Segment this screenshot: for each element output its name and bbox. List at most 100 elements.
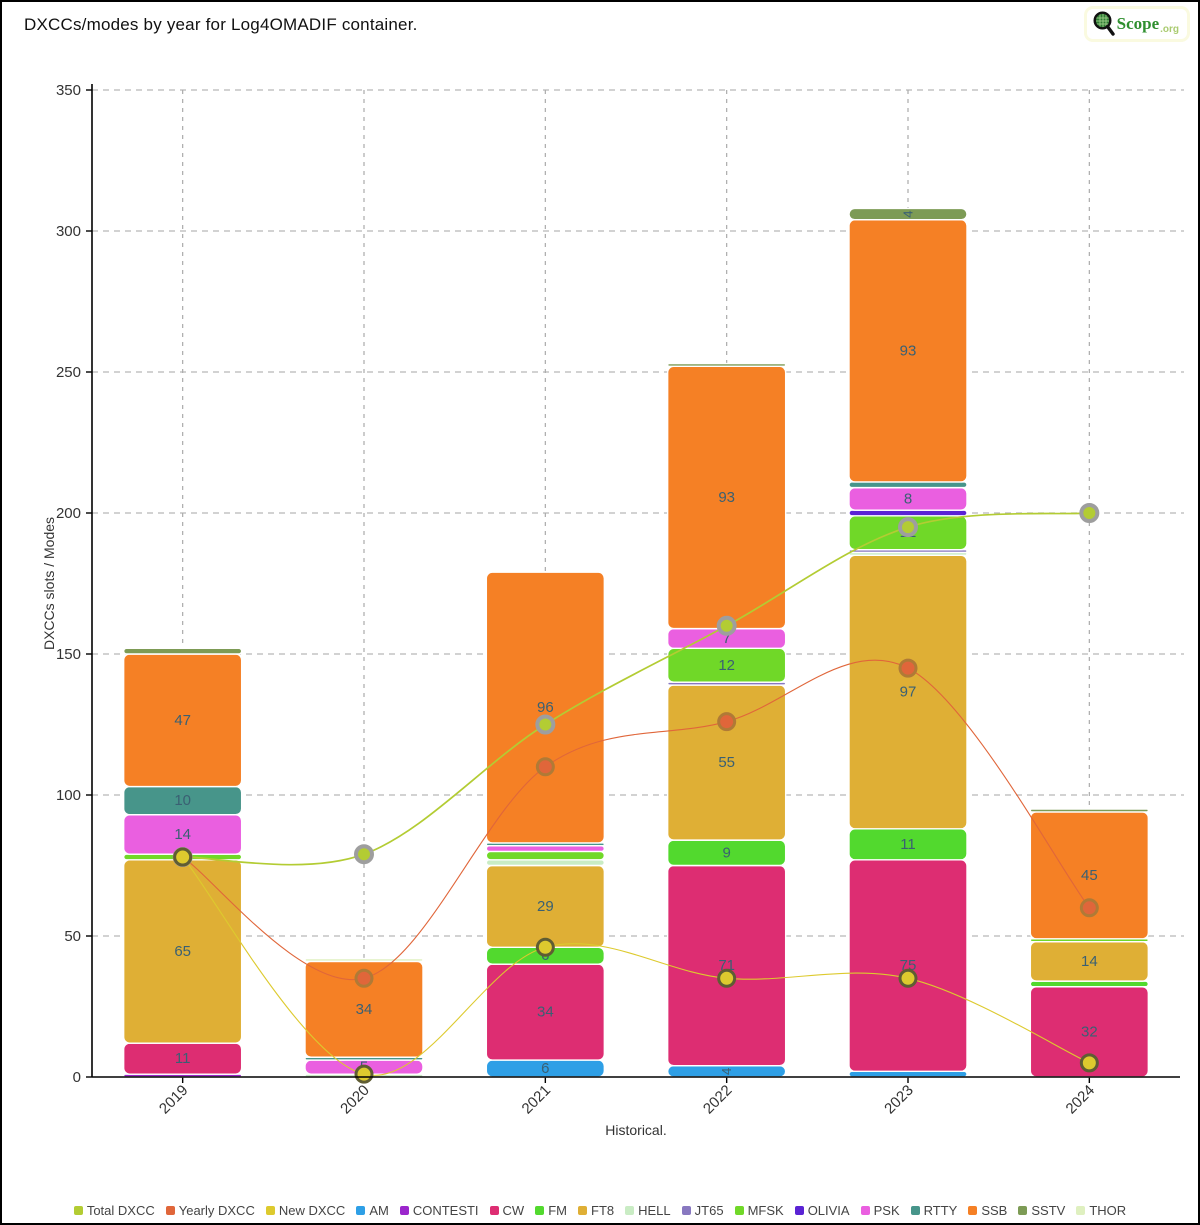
bar-segment-mfsk (485, 850, 606, 861)
bar-segment-thor (304, 957, 424, 963)
legend-label: SSTV (1031, 1203, 1066, 1218)
segment-value-label: 8 (904, 490, 912, 507)
bar-segment-rtty (848, 481, 968, 489)
legend-label: PSK (873, 1203, 900, 1218)
bars: 1165141047534634629964719551279375119712… (122, 207, 1150, 1078)
legend-label: AM (369, 1203, 389, 1218)
y-grid: 0 50 100 150 200 250 300 350 (56, 82, 1184, 1086)
marker-yearly-dxcc (898, 658, 918, 678)
marker-new-dxcc (1079, 1053, 1099, 1073)
segment-value-label: 10 (174, 792, 191, 809)
line-total-dxcc (182, 512, 1090, 866)
legend-swatch (794, 1206, 804, 1215)
segment-value-label: 9 (722, 844, 730, 861)
legend-swatch (165, 1206, 175, 1215)
marker-total-dxcc (716, 615, 737, 636)
x-tick-label: 2019 (156, 1082, 192, 1118)
bar-segment-am (848, 1070, 968, 1078)
legend-swatch (734, 1206, 744, 1215)
legend-item-ssb: SSB (968, 1203, 1007, 1218)
legend-label: Yearly DXCC (178, 1203, 255, 1218)
bar-segment-sstv (122, 647, 243, 655)
legend-label: FT8 (591, 1203, 615, 1218)
marker-new-dxcc (173, 847, 193, 867)
legend-item-olivia: OLIVIA (794, 1203, 850, 1218)
legend-item-mfsk: MFSK (734, 1203, 784, 1218)
lines (172, 503, 1100, 1084)
chart-canvas: 0 50 100 150 200 250 300 350 2019 2020 2021 2022 202… (41, 82, 1184, 1138)
marker-yearly-dxcc (717, 712, 737, 732)
segment-value-label: 29 (537, 898, 554, 915)
segment-value-label: 55 (718, 754, 735, 771)
segment-value-label: 93 (900, 342, 917, 359)
y-tick-label: 250 (56, 364, 81, 381)
segment-value-label: 65 (174, 943, 191, 960)
segment-value-label: 7 (722, 630, 730, 647)
y-tick-label: 50 (64, 928, 81, 945)
legend-item-total-dxcc: Total DXCC (73, 1203, 155, 1218)
x-tick-label: 2024 (1063, 1082, 1099, 1118)
legend-item-psk: PSK (860, 1203, 900, 1218)
legend-label: SSB (981, 1203, 1008, 1218)
legend-swatch (625, 1206, 635, 1215)
marker-yearly-dxcc (1079, 898, 1099, 918)
legend-item-ft8: FT8 (578, 1203, 614, 1218)
segment-value-label: 14 (1081, 953, 1098, 970)
legend-swatch (535, 1206, 545, 1215)
legend-item-hell: HELL (625, 1203, 671, 1218)
bar-segment-psk (485, 845, 606, 853)
legend-label: CW (502, 1203, 525, 1218)
legend-item-cw: CW (489, 1203, 525, 1218)
legend-swatch (489, 1206, 499, 1215)
y-tick-label: 100 (56, 787, 81, 804)
segment-value-label: 14 (174, 826, 191, 843)
legend-swatch (73, 1206, 83, 1215)
y-tick-label: 0 (73, 1069, 81, 1086)
legend-label: THOR (1089, 1203, 1127, 1218)
y-tick-label: 350 (56, 82, 81, 99)
line-new-dxcc (182, 856, 1090, 1076)
marker-yearly-dxcc (535, 757, 555, 777)
qscope-logo[interactable]: Scope .org (1083, 6, 1190, 42)
y-axis-title: DXCCs slots / Modes (41, 517, 57, 650)
bar-segment-sstv (666, 362, 787, 368)
bar-segment-fm (1029, 980, 1150, 988)
legend-swatch (1076, 1206, 1086, 1215)
x-tick-label: 2021 (519, 1082, 555, 1118)
segment-value-label: 32 (1081, 1023, 1098, 1040)
marker-total-dxcc (535, 714, 556, 735)
marker-new-dxcc (898, 968, 918, 988)
marker-new-dxcc (535, 937, 555, 957)
legend-swatch (356, 1206, 366, 1215)
legend-item-contesti: CONTESTI (399, 1203, 479, 1218)
y-tick-label: 200 (56, 505, 81, 522)
logo-text-scope: Scope (1116, 14, 1160, 33)
line-yearly-dxcc (182, 659, 1090, 981)
legend-swatch (910, 1206, 920, 1215)
legend-item-jt65: JT65 (681, 1203, 724, 1218)
y-tick-label: 150 (56, 646, 81, 663)
chart-title: DXCCs/modes by year for Log4OMADIF conta… (24, 15, 418, 34)
bar-segment-ssb (485, 571, 606, 844)
segment-value-label: 96 (537, 699, 554, 716)
legend-swatch (399, 1206, 409, 1215)
bar-segment-sstv (1029, 808, 1150, 813)
segment-value-label: 34 (537, 1004, 554, 1021)
segment-value-label: 12 (718, 657, 735, 674)
legend-swatch (1018, 1206, 1028, 1215)
segment-value-label: 4 (901, 210, 916, 217)
segment-value-label: 11 (900, 836, 916, 853)
legend-swatch (968, 1206, 978, 1215)
legend-swatch (860, 1206, 870, 1215)
marker-total-dxcc (898, 517, 918, 538)
marker-new-dxcc (354, 1064, 374, 1084)
segment-value-label: 97 (900, 684, 917, 701)
legend-swatch (681, 1206, 691, 1215)
legend-label: JT65 (694, 1203, 724, 1218)
legend: Total DXCC Yearly DXCC New DXCC AM CONTESTI C… (2, 1203, 1198, 1218)
legend-label: OLIVIA (807, 1203, 850, 1218)
legend-label: Total DXCC (86, 1203, 155, 1218)
legend-label: RTTY (923, 1203, 958, 1218)
legend-item-am: AM (356, 1203, 389, 1218)
